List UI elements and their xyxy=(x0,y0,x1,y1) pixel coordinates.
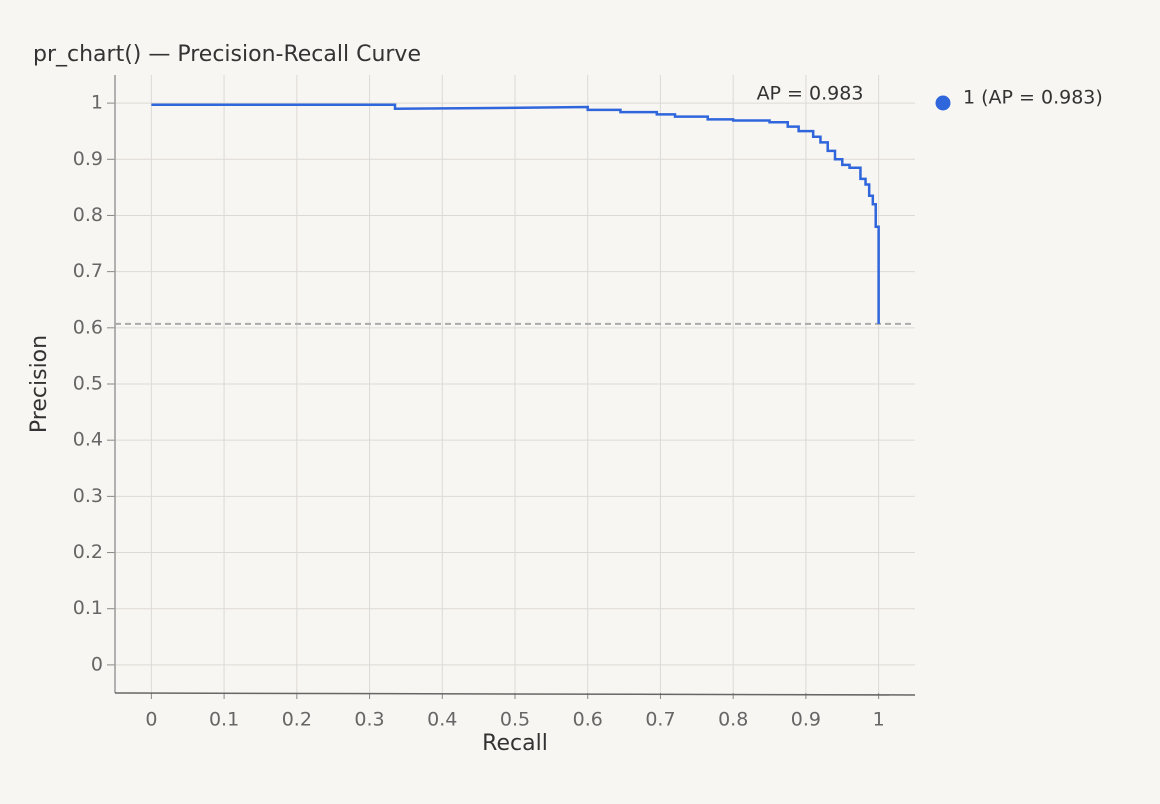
pr-curve xyxy=(151,103,880,324)
y-tick-label: 0.1 xyxy=(73,597,103,619)
x-tick-label: 0.4 xyxy=(427,709,457,731)
y-tick-label: 0.4 xyxy=(73,429,103,451)
x-axis-label: Recall xyxy=(482,731,548,756)
y-tick-label: 0.2 xyxy=(73,541,103,563)
y-tick-label: 0 xyxy=(91,653,103,675)
y-tick-label: 0.9 xyxy=(73,148,103,170)
legend-marker xyxy=(935,95,951,111)
x-tick-label: 0.9 xyxy=(791,709,821,731)
x-tick-label: 1 xyxy=(873,709,885,731)
y-tick-label: 0.7 xyxy=(73,260,103,282)
x-tick-label: 0.6 xyxy=(573,709,603,731)
x-tick-label: 0.7 xyxy=(645,709,675,731)
x-tick-label: 0.2 xyxy=(282,709,312,731)
y-tick-label: 0.6 xyxy=(73,316,103,338)
x-tick-label: 0 xyxy=(145,709,157,731)
x-tick-label: 0.1 xyxy=(209,709,239,731)
x-axis-line xyxy=(114,692,916,696)
y-tick-label: 0.3 xyxy=(73,485,103,507)
annotation: AP = 0.983 xyxy=(757,83,864,105)
y-tick-label: 0.5 xyxy=(73,373,103,395)
y-tick-label: 1 xyxy=(91,92,103,114)
legend-label: 1 (AP = 0.983) xyxy=(963,87,1103,109)
y-axis-label: Precision xyxy=(27,335,52,433)
x-tick-label: 0.8 xyxy=(718,709,748,731)
y-tick-label: 0.8 xyxy=(73,204,103,226)
x-tick-label: 0.5 xyxy=(500,709,530,731)
chart-title: pr_chart() — Precision-Recall Curve xyxy=(33,42,421,67)
x-tick-label: 0.3 xyxy=(354,709,384,731)
